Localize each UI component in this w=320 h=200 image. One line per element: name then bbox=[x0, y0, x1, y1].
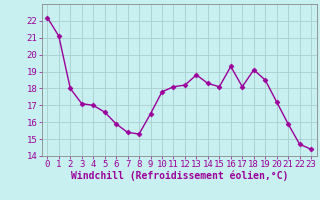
X-axis label: Windchill (Refroidissement éolien,°C): Windchill (Refroidissement éolien,°C) bbox=[70, 171, 288, 181]
